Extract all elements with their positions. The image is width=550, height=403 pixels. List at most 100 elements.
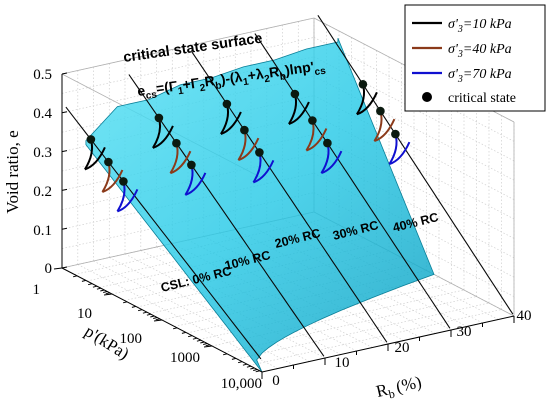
stress-path <box>374 118 396 143</box>
grid-line <box>149 257 402 314</box>
csl-line <box>317 14 514 315</box>
x-tick-label: 40 <box>517 308 532 324</box>
stress-path <box>356 91 378 116</box>
surface-label: critical state surface <box>122 31 263 66</box>
z-tick-label: 0.2 <box>33 184 52 200</box>
y-tick-mark <box>96 287 102 290</box>
y-tick-mark <box>231 357 237 360</box>
y-tick-label: 1 <box>33 282 41 298</box>
y-tick-mark <box>122 301 128 304</box>
surface <box>85 38 435 373</box>
y-tick-mark <box>103 291 108 293</box>
z-tick-mark <box>61 72 68 75</box>
y-tick-mark <box>87 283 93 286</box>
y-tick-label: 10 <box>77 306 92 322</box>
grid-line <box>249 309 502 366</box>
legend: σ'3=10 kPa σ'3=40 kPa σ'3=70 kPa critica… <box>404 4 546 112</box>
z-tick-mark <box>61 111 68 114</box>
grid-line <box>61 172 315 230</box>
x-tick-label: 20 <box>395 340 410 356</box>
y-tick-mark <box>72 275 78 278</box>
stress-path <box>170 150 192 175</box>
z-axis-label: Void ratio, e <box>3 130 22 213</box>
grid-line <box>74 218 327 275</box>
stress-path <box>238 137 260 162</box>
grid-line <box>61 37 315 94</box>
grid-line <box>77 264 278 369</box>
y-tick-mark <box>222 353 228 356</box>
y-tick-label: 100 <box>120 331 143 347</box>
y-tick-mark <box>100 289 105 292</box>
grid-line <box>61 56 315 114</box>
box-edge <box>61 17 315 75</box>
grid-line <box>61 192 315 249</box>
y-tick-mark <box>103 293 113 296</box>
y-tick-mark <box>250 367 255 370</box>
grid-line <box>236 302 490 360</box>
critical-state-marker <box>376 106 385 116</box>
z-tick-mark <box>61 188 68 191</box>
y-tick-mark <box>237 361 243 364</box>
z-tick-mark <box>61 227 68 230</box>
critical-state-marker <box>290 89 300 99</box>
csl-line <box>254 33 451 329</box>
x-tick-label: 10 <box>335 355 350 371</box>
grid-line <box>313 114 515 220</box>
y-tick-label: 10,000 <box>221 376 262 392</box>
legend-entry: σ'3=70 kPa <box>448 67 512 85</box>
y-tick-mark <box>181 331 187 334</box>
x-tick-label: 0 <box>272 373 280 389</box>
y-tick-mark <box>187 335 193 338</box>
surface-equation: ecs=(Γ1+Γ2Rb)-(λ1+λ2Rb)lnp'cs <box>136 57 327 103</box>
tick-marks <box>53 72 515 379</box>
z-tick-label: 0.5 <box>33 67 52 83</box>
y-tick-mark <box>246 365 252 368</box>
y-tick-mark <box>242 363 248 366</box>
z-tick-label: 0.4 <box>33 106 52 122</box>
critical-state-marker <box>308 116 317 125</box>
grid-line <box>161 263 415 321</box>
y-tick-mark <box>205 344 210 347</box>
z-tick-label: 0.3 <box>33 145 52 161</box>
grid-line <box>136 250 390 308</box>
y-tick-mark <box>172 327 178 330</box>
critical-state-marker <box>391 129 400 139</box>
critical-state-surface-patch <box>85 38 435 373</box>
grid-line <box>313 75 515 181</box>
z-tick-label: 0.1 <box>33 223 52 239</box>
grid-line <box>124 244 377 301</box>
z-tick-mark <box>61 150 68 153</box>
stress-path <box>220 111 242 135</box>
y-tick-mark <box>203 343 208 345</box>
critical-state-marker <box>323 138 332 148</box>
stress-path <box>117 188 139 213</box>
csl-line <box>128 74 325 357</box>
stress-path <box>253 159 275 184</box>
y-tick-mark <box>131 305 137 308</box>
y-tick-mark <box>153 319 163 322</box>
legend-entry: σ'3=10 kPa <box>448 17 512 35</box>
stress-path <box>306 128 328 152</box>
x-axis-label: Rb(%) <box>374 372 424 403</box>
critical-state-marker <box>358 80 368 89</box>
grid-line <box>61 134 315 191</box>
grid-line <box>109 257 310 362</box>
stress-path <box>288 101 310 125</box>
grid-line <box>86 224 340 282</box>
critical-state-marker <box>154 113 164 123</box>
x-tick-labels: 0 10 20 30 40 <box>272 308 531 389</box>
critical-state-marker <box>240 125 249 135</box>
legend-entry: critical state <box>448 91 516 106</box>
stress-path <box>152 125 174 149</box>
stress-path <box>185 172 207 196</box>
csl-line <box>65 106 262 360</box>
stress-path <box>389 141 411 166</box>
z-tick-labels: 0 0.1 0.2 0.3 0.4 0.5 <box>33 67 52 277</box>
y-tick-mark <box>196 339 202 342</box>
stress-path <box>84 146 106 171</box>
y-axis-label: p'(kPa) <box>81 321 132 363</box>
y-tick-mark <box>192 337 198 340</box>
csl-lines <box>65 14 514 360</box>
y-tick-mark <box>253 369 258 371</box>
y-tick-mark <box>81 279 87 282</box>
